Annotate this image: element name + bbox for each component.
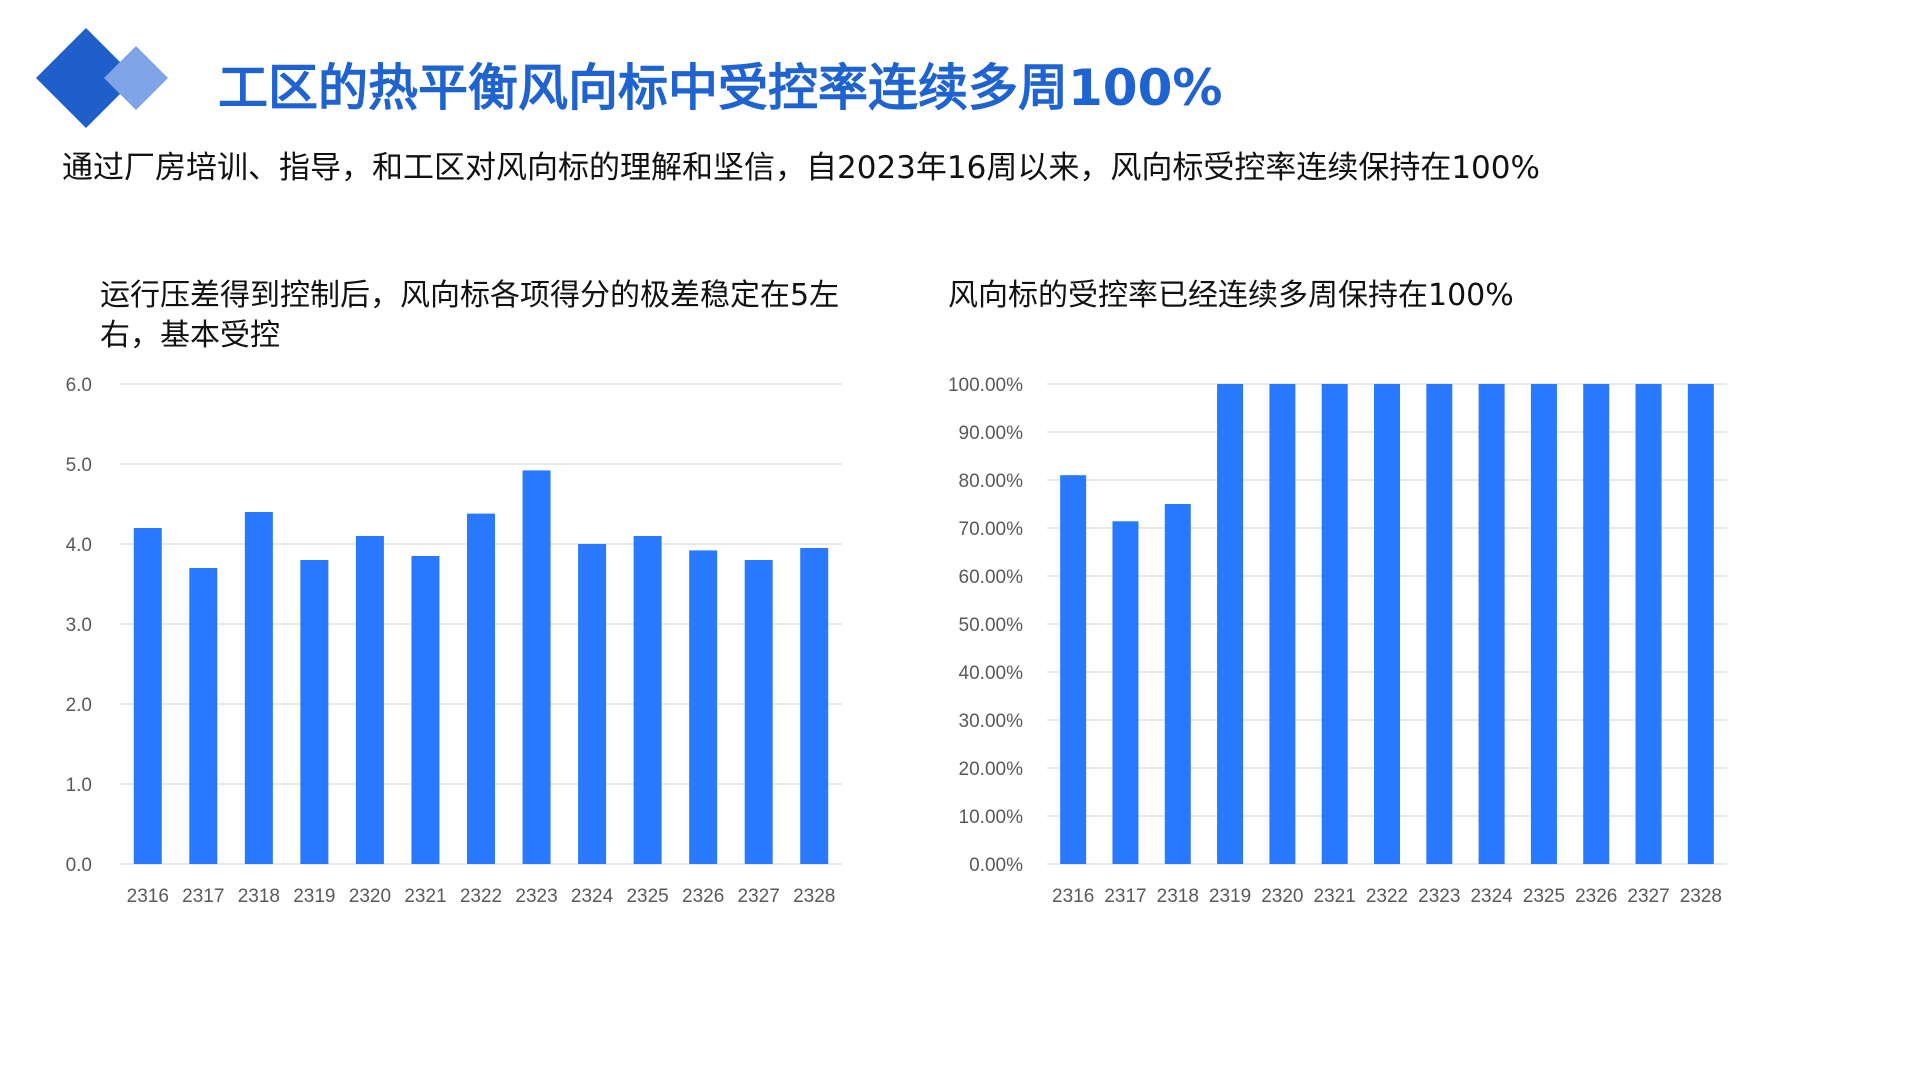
x-tick-label: 2326 [1575, 886, 1617, 907]
x-tick-label: 2322 [1366, 886, 1408, 907]
x-tick-label: 2318 [238, 886, 280, 907]
bar [189, 568, 218, 864]
y-tick-label: 100.00% [948, 375, 1023, 396]
y-tick-label: 6.0 [66, 375, 92, 396]
y-tick-label: 90.00% [959, 423, 1024, 444]
bar [1060, 475, 1087, 864]
bar [1217, 384, 1244, 864]
bar [355, 536, 384, 864]
x-tick-label: 2327 [1627, 886, 1669, 907]
x-tick-label: 2325 [626, 886, 668, 907]
bar [467, 513, 495, 864]
bar [1321, 384, 1348, 864]
x-tick-label: 2317 [1104, 886, 1146, 907]
bar [800, 548, 829, 864]
y-tick-label: 3.0 [66, 615, 92, 636]
y-tick-label: 20.00% [959, 759, 1024, 780]
x-tick-label: 2321 [404, 886, 446, 907]
y-tick-label: 60.00% [959, 567, 1024, 588]
y-tick-label: 5.0 [66, 455, 92, 476]
bar [633, 536, 662, 864]
control-rate-bar-chart: 0.00% 10.00% 20.00% 30.00% 40.00% 50.00% 60.00… [948, 375, 1727, 907]
y-tick-label: 0.00% [969, 855, 1023, 876]
y-tick-label: 10.00% [959, 807, 1024, 828]
x-tick-label: 2326 [682, 886, 724, 907]
logo-diamond-light [104, 46, 168, 110]
left-chart-caption: 运行压差得到控制后，风向标各项得分的极差稳定在5左右，基本受控 [100, 278, 840, 353]
x-tick-label: 2323 [515, 886, 557, 907]
page-title: 工区的热平衡风向标中受控率连续多周100% [218, 59, 1223, 117]
bar [1374, 384, 1400, 864]
logo-diamonds [36, 28, 168, 128]
bar [1478, 384, 1505, 864]
x-tick-label: 2328 [1680, 886, 1722, 907]
x-tick-label: 2324 [1470, 886, 1513, 907]
y-tick-label: 2.0 [66, 695, 92, 716]
bar [578, 544, 607, 864]
x-tick-label: 2328 [793, 886, 835, 907]
y-tick-label: 4.0 [66, 535, 92, 556]
x-tick-label: 2320 [1261, 886, 1303, 907]
x-tick-label: 2316 [1052, 886, 1094, 907]
x-tick-label: 2319 [1209, 886, 1251, 907]
y-tick-label: 50.00% [959, 615, 1024, 636]
right-chart-caption: 风向标的受控率已经连续多周保持在100% [948, 278, 1514, 313]
x-tick-label: 2317 [182, 886, 224, 907]
page-subtitle: 通过厂房培训、指导，和工区对风向标的理解和坚信，自2023年16周以来，风向标受… [62, 150, 1540, 186]
bar [133, 528, 162, 864]
bar [1530, 384, 1557, 864]
x-tick-label: 2325 [1523, 886, 1565, 907]
x-tick-label: 2320 [349, 886, 391, 907]
x-tick-label: 2322 [460, 886, 502, 907]
x-tick-label: 2318 [1157, 886, 1199, 907]
y-tick-label: 30.00% [959, 711, 1024, 732]
x-tick-label: 2316 [127, 886, 169, 907]
bar [1426, 384, 1453, 864]
logo-diamond-dark [36, 28, 136, 128]
bar [689, 550, 718, 864]
bar [300, 560, 329, 864]
bar [1269, 384, 1296, 864]
bar [244, 512, 273, 864]
x-tick-label: 2324 [571, 886, 614, 907]
bar [522, 470, 551, 864]
y-tick-label: 0.0 [66, 855, 92, 876]
bar [1112, 521, 1139, 864]
x-tick-label: 2321 [1314, 886, 1356, 907]
range-score-bar-chart: 0.0 1.0 2.0 3.0 4.0 5.0 6.0 2316 2317 2318 2319 232… [66, 375, 842, 907]
y-tick-label: 40.00% [959, 663, 1024, 684]
bar [744, 560, 773, 864]
bar [1687, 384, 1714, 864]
bar [1635, 384, 1662, 864]
y-tick-label: 70.00% [959, 519, 1024, 540]
x-tick-label: 2323 [1418, 886, 1460, 907]
bar [1164, 504, 1191, 864]
x-tick-label: 2327 [738, 886, 780, 907]
y-tick-label: 80.00% [959, 471, 1024, 492]
bar [1583, 384, 1610, 864]
x-tick-label: 2319 [293, 886, 335, 907]
bar [411, 556, 440, 864]
y-tick-label: 1.0 [66, 775, 92, 796]
